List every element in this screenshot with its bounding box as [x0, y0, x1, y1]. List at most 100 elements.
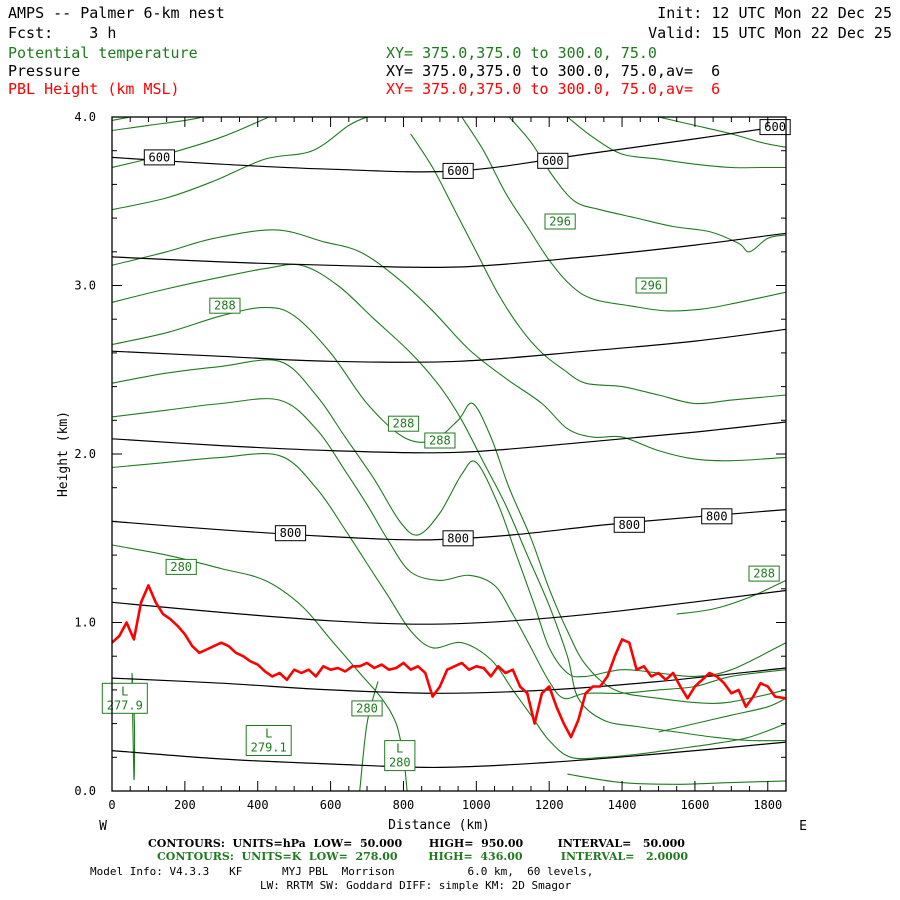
y-tick-label: 3.0: [74, 279, 96, 293]
svg-text:L: L: [396, 742, 403, 756]
footer-contours-theta: CONTOURS: UNITS=K LOW= 278.00 HIGH= 436.…: [157, 850, 689, 863]
theta-label: 288: [748, 565, 780, 582]
x-tick-label: 400: [247, 798, 269, 812]
pressure-contour-850: [112, 589, 786, 625]
theta-label: 280: [351, 700, 383, 717]
footer-model-info: Model Info: V4.3.3 KF MYJ PBL Morrison 6…: [90, 865, 594, 878]
pbl-height-series: [112, 584, 786, 739]
theta-contours: [112, 117, 786, 791]
theta-contour-7: [112, 398, 786, 700]
theta-contour-13: [508, 117, 786, 253]
theta-contour-5: [112, 306, 786, 704]
pressure-label: 800: [701, 508, 733, 525]
svg-text:800: 800: [706, 509, 728, 523]
field-xy-pbl: XY= 375.0,375.0 to 300.0, 75.0,av= 6: [386, 80, 721, 98]
pbl-height-line: [112, 584, 786, 739]
pressure-contour-950: [112, 741, 786, 769]
y-tick-label: 2.0: [74, 447, 96, 461]
chart-title: AMPS -- Palmer 6-km nest: [8, 4, 225, 22]
theta-label: 280: [165, 558, 197, 575]
svg-text:600: 600: [149, 150, 171, 164]
svg-text:L: L: [265, 727, 272, 741]
svg-text:288: 288: [214, 299, 236, 313]
theta-contour-17: [658, 697, 786, 733]
y-tick-label: 1.0: [74, 616, 96, 630]
svg-text:600: 600: [764, 120, 786, 134]
svg-text:280: 280: [389, 756, 411, 770]
pressure-contour-900: [112, 667, 786, 694]
svg-text:800: 800: [618, 518, 640, 532]
field-xy-theta: XY= 375.0,375.0 to 300.0, 75.0: [386, 44, 657, 62]
footer-model-physics: LW: RRTM SW: Goddard DIFF: simple KM: 2D…: [260, 879, 572, 892]
x-axis-label: Distance (km): [388, 818, 490, 833]
theta-contour-14: [567, 117, 786, 169]
pressure-label: 600: [537, 152, 569, 169]
pressure-label: 600: [143, 149, 176, 166]
svg-text:800: 800: [447, 531, 469, 545]
pressure-label: 800: [274, 525, 307, 542]
x-tick-label: 800: [393, 798, 415, 812]
svg-text:800: 800: [280, 526, 302, 540]
theta-contour-4: [112, 263, 786, 742]
field-label-pbl: PBL Height (km MSL): [8, 80, 180, 98]
x-tick-label: 600: [320, 798, 342, 812]
forecast-hour: Fcst: 3 h: [8, 24, 117, 42]
svg-text:296: 296: [549, 215, 571, 229]
svg-text:277.9: 277.9: [107, 698, 143, 712]
svg-text:288: 288: [429, 434, 451, 448]
theta-contour-2: [112, 117, 368, 211]
y-tick-label: 0.0: [74, 784, 96, 798]
svg-text:279.1: 279.1: [251, 741, 287, 755]
svg-text:296: 296: [640, 279, 662, 293]
svg-text:280: 280: [170, 560, 192, 574]
theta-label: 288: [387, 415, 420, 432]
theta-contour-11: [410, 133, 786, 405]
plot-frame: [111, 116, 787, 792]
x-tick-label: 1200: [535, 798, 564, 812]
theta-contour-6: [112, 359, 786, 678]
x-axis-east-label: E: [799, 819, 807, 834]
theta-contour-12: [461, 117, 786, 312]
field-label-theta: Potential temperature: [8, 44, 198, 62]
theta-contour-9: [112, 544, 408, 791]
pressure-contour-700: [112, 328, 786, 363]
svg-text:280: 280: [356, 701, 378, 715]
pressure-contours: [112, 124, 786, 769]
x-tick-label: 1800: [753, 798, 782, 812]
init-time: Init: 12 UTC Mon 22 Dec 25: [657, 4, 892, 22]
contour-labels: 600 600 600 600 800 800 800 800 288 288 288 296 296 2…: [101, 119, 791, 772]
pressure-label: 600: [442, 162, 474, 179]
pressure-contour-750: [112, 421, 786, 454]
theta-label: 296: [544, 213, 576, 230]
y-axis-label: Height (km): [56, 411, 71, 497]
x-tick-label: 0: [108, 798, 115, 812]
svg-text:600: 600: [447, 164, 469, 178]
theta-contour-3: [112, 229, 786, 462]
svg-text:288: 288: [393, 417, 415, 431]
pressure-contour-650: [112, 232, 786, 269]
theta-label: 288: [424, 432, 456, 449]
x-tick-label: 1400: [608, 798, 637, 812]
theta-contour-20: [359, 681, 379, 791]
theta-contour-16: [676, 579, 786, 615]
theta-contour-8: [112, 453, 786, 760]
svg-text:600: 600: [542, 154, 564, 168]
pressure-label: 800: [613, 516, 645, 533]
svg-text:288: 288: [753, 567, 775, 581]
pressure-label: 800: [442, 530, 474, 547]
theta-contour-18: [567, 773, 786, 785]
theta-label: 288: [209, 297, 241, 314]
theta-contour-0: [112, 117, 204, 132]
valid-time: Valid: 15 UTC Mon 22 Dec 25: [648, 24, 892, 42]
field-xy-pressure: XY= 375.0,375.0 to 300.0, 75.0,av= 6: [386, 62, 721, 80]
svg-text:L: L: [121, 684, 128, 698]
theta-contour-1: [112, 117, 271, 169]
x-tick-label: 200: [174, 798, 196, 812]
x-tick-label: 1000: [462, 798, 491, 812]
x-axis-west-label: W: [99, 819, 107, 834]
plot-axes: 0 200 400 600 800 1000 1200 1400 1600 1800 0.0 1.0 2…: [56, 110, 807, 834]
